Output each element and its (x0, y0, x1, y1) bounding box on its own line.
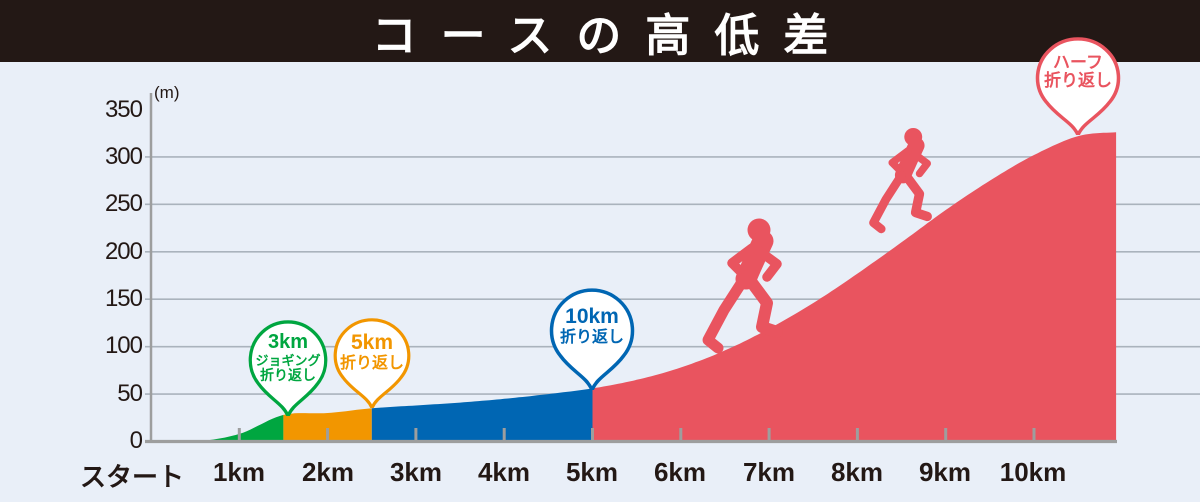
x-tick-label-2km: 2km (301, 457, 355, 487)
y-tick-label: 300 (104, 143, 143, 170)
balloon-line: ハーフ (1053, 53, 1103, 72)
balloon-pin-icon (1035, 37, 1121, 135)
x-tick-label-5km: 5km (565, 457, 619, 487)
y-tick-label: 0 (129, 427, 143, 454)
balloon-text: 5km 折り返し (332, 318, 412, 372)
y-tick-label: 250 (104, 190, 143, 217)
x-tick-label-10km: 10km (999, 457, 1067, 487)
area-segment-10km 折り返し (371, 388, 593, 443)
balloon-text: 10km 折り返し (548, 288, 636, 346)
marker-balloon-5km-turn: 5km 折り返し (332, 318, 412, 408)
balloon-line: ジョギング (255, 352, 321, 368)
y-tick-label: 200 (104, 238, 143, 265)
x-tick-label-6km: 6km (653, 457, 707, 487)
balloon-pin-icon (549, 288, 635, 390)
balloon-line: 3km (267, 331, 309, 353)
x-tick-label-start: スタート (79, 462, 185, 492)
x-tick-label-3km: 3km (389, 457, 443, 487)
balloon-line: 10km (565, 305, 619, 328)
x-tick-label-4km: 4km (477, 457, 531, 487)
y-axis-unit-label: (m) (154, 83, 180, 102)
runner-icon (869, 127, 932, 234)
balloon-text: 3km ジョギング 折り返し (247, 320, 329, 383)
y-tick-label: 50 (117, 380, 143, 407)
marker-balloon-half-turn: ハーフ 折り返し (1034, 37, 1122, 135)
balloon-line: 折り返し (339, 354, 404, 372)
x-tick-marks (237, 428, 1036, 441)
area-segment-5km 折り返し (283, 408, 372, 443)
y-tick-label: 350 (104, 96, 143, 123)
y-tick-label: 150 (104, 285, 143, 312)
title-bar: コースの高低差 (0, 0, 1200, 62)
page-title: コースの高低差 (371, 9, 853, 61)
balloon-line: 折り返し (1044, 71, 1112, 91)
runner-icon (702, 218, 783, 354)
balloon-text: ハーフ 折り返し (1034, 37, 1122, 91)
y-tick-label: 100 (104, 332, 143, 359)
balloon-pin-icon (333, 318, 411, 408)
marker-balloon-3km-jogging-turn: 3km ジョギング 折り返し (247, 320, 329, 416)
elevation-area-layer (151, 132, 1117, 443)
area-segment-ハーフ折り返し (592, 132, 1117, 443)
x-tick-label-1km: 1km (212, 457, 266, 487)
balloon-line: 5km (350, 331, 394, 354)
x-tick-label-8km: 8km (830, 457, 884, 487)
balloon-line: 折り返し (559, 328, 624, 346)
balloon-line: 折り返し (260, 366, 316, 383)
x-tick-label-7km: 7km (742, 457, 796, 487)
balloon-pin-icon (248, 320, 328, 416)
marker-balloon-10km-turn: 10km 折り返し (548, 288, 636, 390)
x-tick-label-9km: 9km (918, 457, 972, 487)
area-segment-3km ジョギング折り返し (151, 414, 284, 443)
